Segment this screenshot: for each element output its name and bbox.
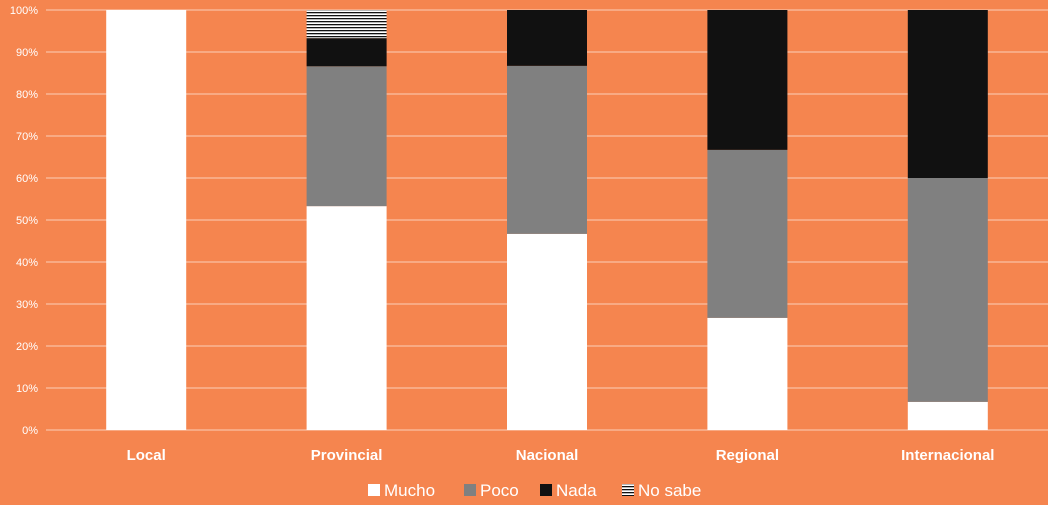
bar-regional-nada (707, 10, 788, 150)
bar-internacional-nada (907, 10, 988, 178)
bar-regional-mucho (707, 317, 788, 430)
x-tick-label: Internacional (901, 447, 994, 464)
y-tick-label: 100% (10, 5, 38, 17)
legend-label-poco: Poco (480, 481, 519, 500)
y-tick-label: 70% (16, 131, 38, 143)
y-tick-label: 10% (16, 383, 38, 395)
y-axis-ticks: 0% 10% 20% 30% 40% 50% 60% 70% 80% 90% 100% (10, 5, 38, 437)
bar-nacional-nada (507, 10, 587, 66)
x-tick-label: Provincial (311, 447, 383, 464)
y-tick-label: 80% (16, 89, 38, 101)
bar-provincial-no-sabe (306, 10, 387, 39)
legend-swatch-mucho (368, 484, 380, 496)
legend: Mucho Poco Nada No sabe (368, 481, 701, 500)
legend-label-no-sabe: No sabe (638, 481, 701, 500)
legend-swatch-poco (464, 484, 476, 496)
y-tick-label: 90% (16, 47, 38, 59)
x-tick-label: Local (127, 447, 166, 464)
y-tick-label: 50% (16, 215, 38, 227)
y-tick-label: 0% (22, 425, 38, 437)
legend-swatch-no-sabe (622, 484, 634, 496)
bar-internacional-mucho (907, 401, 988, 430)
bar-provincial-nada (306, 38, 387, 67)
bars (106, 10, 988, 430)
y-tick-label: 30% (16, 299, 38, 311)
y-tick-label: 40% (16, 257, 38, 269)
legend-label-nada: Nada (556, 481, 597, 500)
bar-internacional-poco (907, 178, 988, 402)
bar-regional-poco (707, 149, 788, 318)
bar-provincial-poco (306, 66, 387, 207)
x-tick-label: Nacional (516, 447, 579, 464)
bar-nacional-poco (507, 65, 587, 234)
x-axis-labels: Local Provincial Nacional Regional Internaci… (127, 447, 995, 464)
bar-provincial-mucho (306, 206, 387, 430)
y-tick-label: 60% (16, 173, 38, 185)
legend-swatch-nada (540, 484, 552, 496)
legend-label-mucho: Mucho (384, 481, 435, 500)
bar-nacional-mucho (507, 233, 587, 430)
bar-local-mucho (106, 10, 187, 430)
y-tick-label: 20% (16, 341, 38, 353)
x-tick-label: Regional (716, 447, 779, 464)
